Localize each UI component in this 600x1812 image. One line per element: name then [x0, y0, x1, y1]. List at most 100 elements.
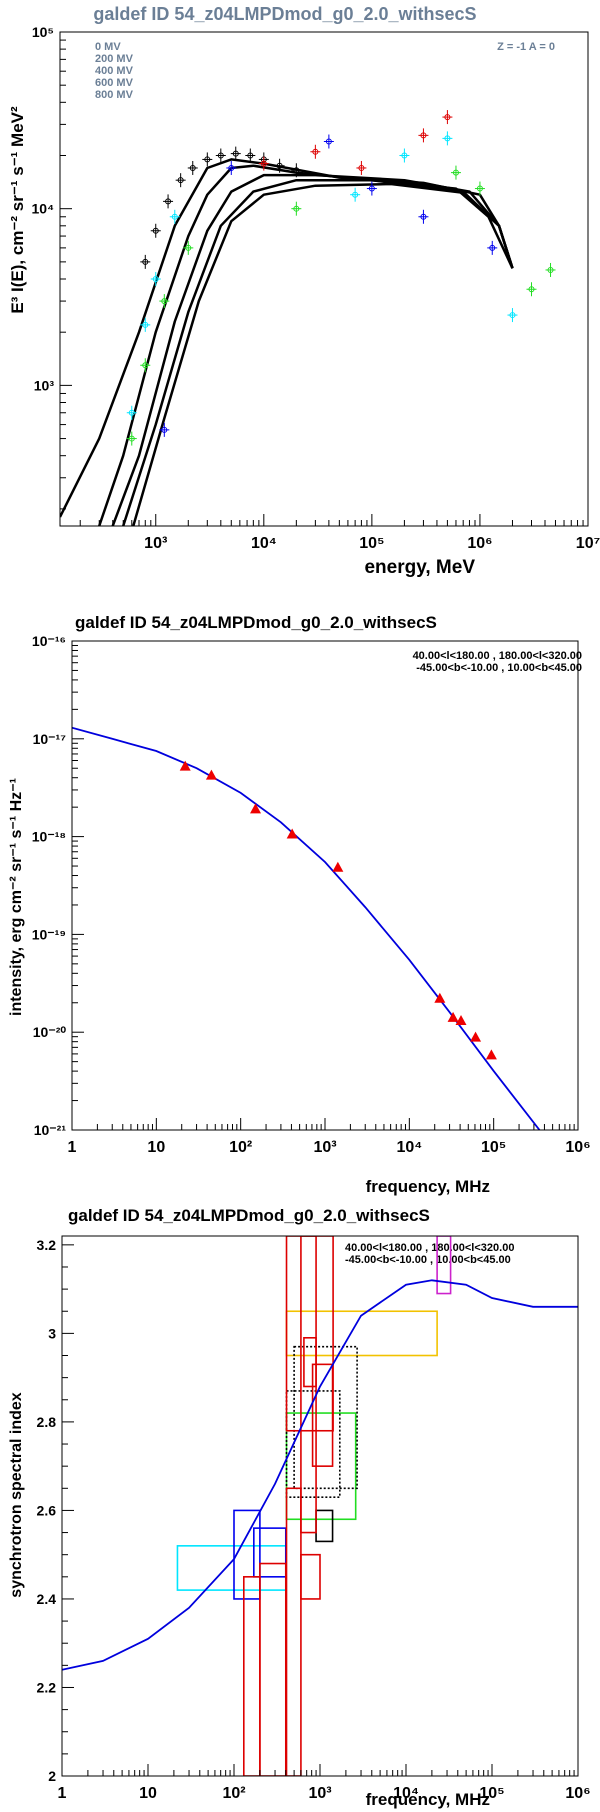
data-point — [177, 177, 184, 184]
x-tick-label: 10⁵ — [481, 1139, 506, 1156]
data-point — [247, 152, 254, 159]
y-tick-label: 10⁻¹⁷ — [33, 731, 67, 747]
plot-area — [72, 726, 541, 1130]
chart-title: galdef ID 54_z04LMPDmod_g0_2.0_withsecS — [75, 613, 437, 632]
y-tick-label: 10³ — [34, 377, 55, 393]
x-axis-label: frequency, MHz — [366, 1177, 490, 1196]
region-label: 40.00<l<180.00 , 180.00<l<320.00 — [413, 650, 582, 662]
data-point — [185, 244, 192, 251]
x-tick-label: 10³ — [313, 1139, 336, 1156]
data-point — [293, 167, 300, 174]
model-curve — [60, 158, 514, 518]
measurement-box — [300, 1553, 321, 1600]
measurement-box — [303, 1337, 317, 1388]
legend-entry: 400 MV — [95, 65, 134, 77]
data-point — [171, 213, 178, 220]
model-curve — [111, 173, 514, 526]
spectrum-chart: galdef ID 54_z04LMPDmod_g0_2.0_withsecS … — [0, 0, 600, 590]
measurement-box — [233, 1509, 261, 1600]
data-point — [312, 148, 319, 155]
measurement-box — [285, 1236, 334, 1432]
legend-entry: 600 MV — [95, 77, 134, 89]
plot-area — [62, 1236, 578, 1776]
data-point — [509, 312, 516, 319]
y-tick-label: 3 — [48, 1325, 56, 1341]
data-point — [434, 992, 446, 1003]
data-point — [286, 828, 298, 839]
spectral-index-chart: galdef ID 54_z04LMPDmod_g0_2.0_withsecS … — [0, 1200, 600, 1812]
x-tick-label: 10⁴ — [393, 1785, 419, 1802]
model-curve — [132, 182, 514, 526]
x-tick-label: 10² — [229, 1139, 252, 1156]
region-label: 40.00<l<180.00 , 180.00<l<320.00 — [345, 1242, 514, 1254]
data-point — [204, 156, 211, 163]
data-point — [161, 426, 168, 433]
x-tick-label: 10⁶ — [565, 1785, 590, 1802]
y-tick-label: 10⁻¹⁶ — [32, 633, 66, 649]
x-tick-label: 10⁶ — [467, 535, 492, 552]
legend-entry: 0 MV — [95, 41, 121, 53]
data-point — [420, 132, 427, 139]
y-tick-label: 2.2 — [37, 1679, 57, 1695]
data-point — [401, 152, 408, 159]
data-point — [217, 152, 224, 159]
data-point — [189, 164, 196, 171]
data-point — [128, 409, 135, 416]
chart-title: galdef ID 54_z04LMPDmod_g0_2.0_withsecS — [93, 4, 476, 24]
measurement-box — [285, 1487, 302, 1776]
region-label: -45.00<b<-10.00 , 10.00<b<45.00 — [416, 662, 582, 674]
data-point — [142, 258, 149, 265]
measurement-box — [285, 1390, 341, 1498]
x-tick-label: 10⁴ — [396, 1139, 422, 1156]
charge-annotation: Z = -1 A = 0 — [497, 41, 555, 53]
data-point — [293, 205, 300, 212]
data-point — [455, 1015, 467, 1026]
y-tick-label: 10⁻¹⁹ — [32, 926, 66, 942]
y-axis-label: synchrotron spectral index — [8, 1392, 25, 1597]
x-axis-label: energy, MeV — [364, 557, 475, 578]
y-axis-label: intensity, erg cm⁻² sr⁻¹ s⁻¹ Hz⁻¹ — [8, 778, 25, 1016]
chart-title: galdef ID 54_z04LMPDmod_g0_2.0_withsecS — [68, 1206, 430, 1225]
data-point — [547, 266, 554, 273]
y-axis-label: E³ I(E), cm⁻² sr⁻¹ s⁻¹ MeV² — [8, 106, 27, 314]
data-point — [260, 160, 267, 167]
y-tick-label: 10⁵ — [32, 24, 54, 40]
data-point — [205, 769, 217, 780]
data-point — [142, 321, 149, 328]
y-tick-label: 10⁻²⁰ — [33, 1024, 67, 1040]
y-tick-label: 2.4 — [37, 1591, 57, 1607]
y-tick-label: 10⁻²¹ — [34, 1122, 67, 1138]
data-point — [444, 114, 451, 121]
x-tick-label: 10³ — [308, 1785, 331, 1802]
x-tick-label: 10⁴ — [251, 535, 277, 552]
data-point — [325, 138, 332, 145]
x-tick-label: 10⁶ — [565, 1139, 590, 1156]
data-point — [142, 362, 149, 369]
y-tick-label: 10⁻¹⁸ — [32, 829, 66, 845]
legend-entry: 800 MV — [95, 89, 134, 101]
measurement-box — [436, 1236, 452, 1295]
data-point — [152, 276, 159, 282]
data-point — [165, 198, 172, 205]
data-point — [358, 164, 365, 171]
x-tick-label: 1 — [58, 1785, 67, 1802]
y-tick-label: 3.2 — [37, 1237, 57, 1253]
data-point — [332, 861, 344, 872]
y-tick-label: 10⁴ — [32, 201, 55, 217]
x-tick-label: 10² — [222, 1785, 245, 1802]
data-point — [161, 298, 168, 305]
measurement-box — [311, 1363, 334, 1467]
data-point — [152, 227, 159, 234]
y-tick-label: 2.6 — [37, 1502, 57, 1518]
x-tick-label: 1 — [68, 1139, 77, 1156]
data-point — [228, 164, 235, 171]
x-tick-label: 10⁵ — [479, 1785, 504, 1802]
data-point — [485, 1049, 497, 1060]
spectral-index-panel: galdef ID 54_z04LMPDmod_g0_2.0_withsecS … — [0, 1200, 600, 1812]
data-point — [232, 150, 239, 157]
data-point — [476, 185, 483, 192]
data-point — [179, 760, 191, 771]
x-tick-label: 10 — [147, 1139, 165, 1156]
data-point — [250, 803, 262, 814]
plot-area — [60, 110, 556, 526]
